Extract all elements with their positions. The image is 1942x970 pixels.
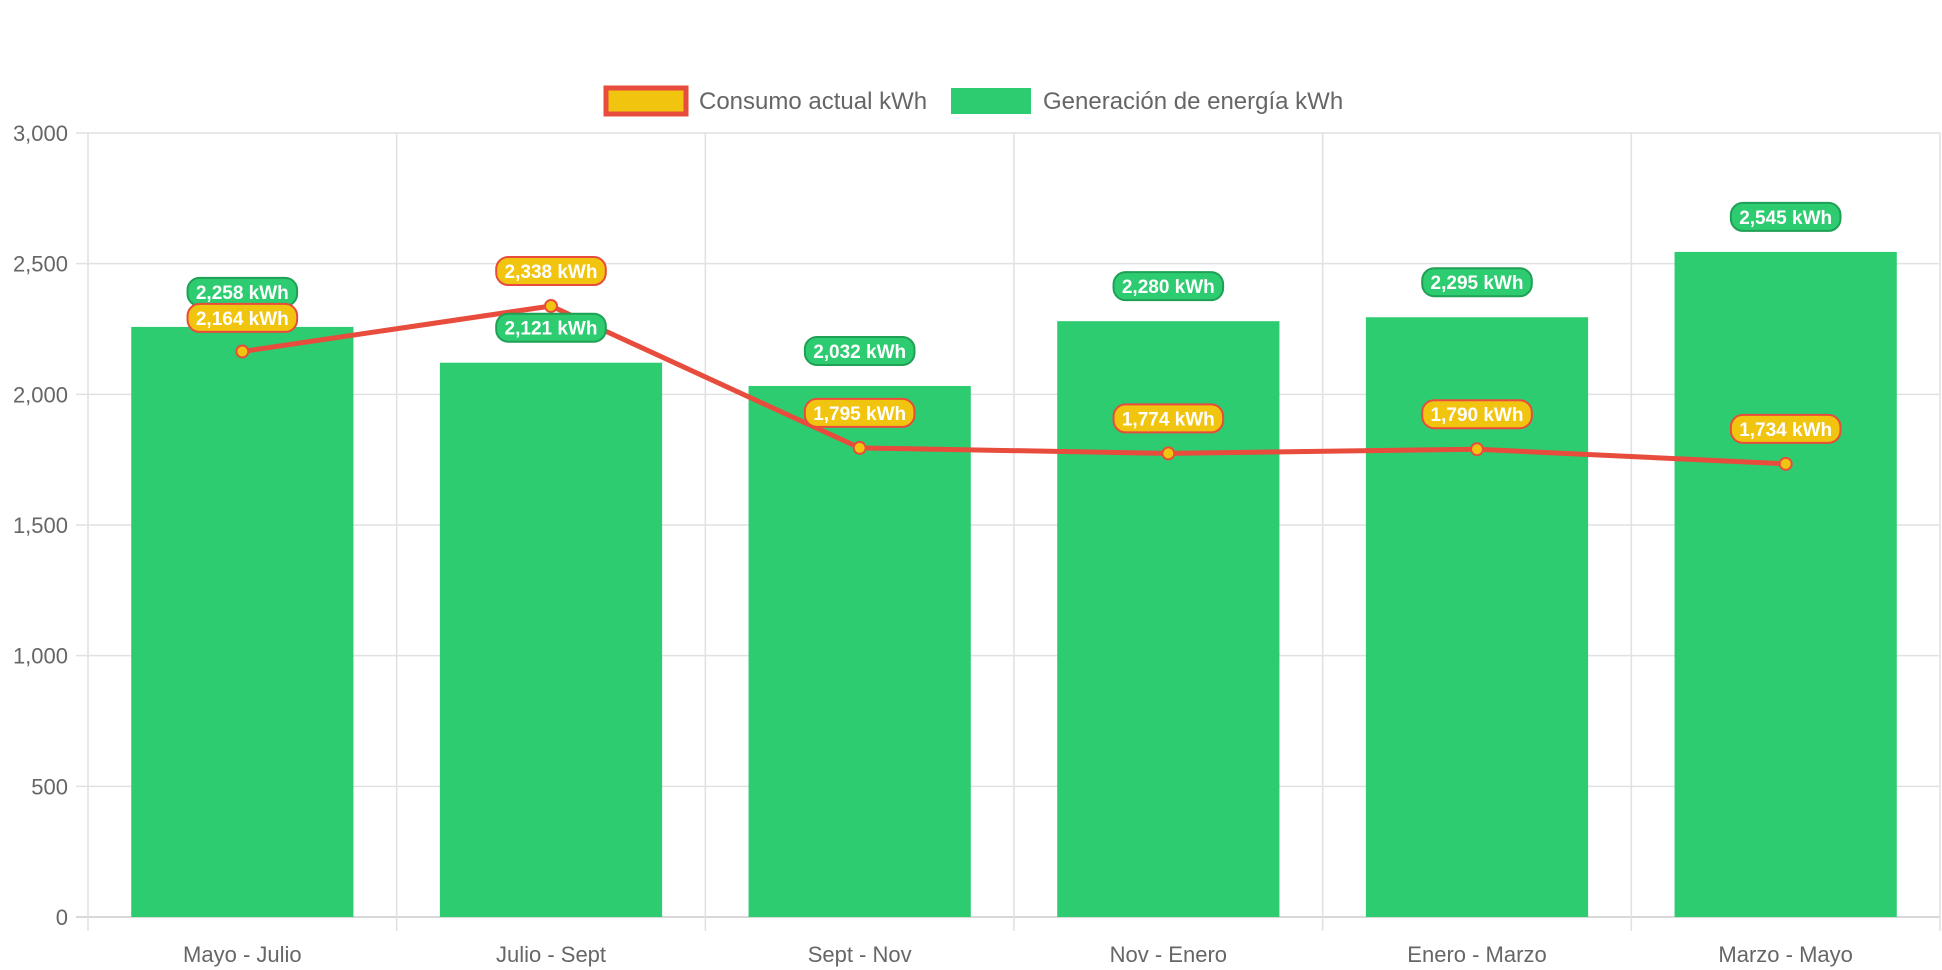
x-tick-label: Nov - Enero xyxy=(1110,942,1227,967)
x-tick-label: Mayo - Julio xyxy=(183,942,302,967)
axis-layer: 0 500 1,000 1,500 2,000 2,500 3,000 Mayo - Juli… xyxy=(13,121,1853,967)
y-tick-label: 3,000 xyxy=(13,121,68,146)
line-layer xyxy=(235,299,1793,471)
data-label-generacion-bg xyxy=(1421,267,1533,298)
data-label-consumo-text: 1,774 kWh xyxy=(1122,409,1215,430)
data-label-generacion-bg xyxy=(803,335,916,366)
line-consumo xyxy=(241,303,1786,467)
legend-label-consumo[interactable]: Consumo actual kWh xyxy=(699,88,927,115)
data-label-consumo-text: 1,790 kWh xyxy=(1431,405,1524,426)
bar-generacion[interactable] xyxy=(131,326,354,918)
data-label-generacion-text: 2,032 kWh xyxy=(813,342,906,363)
bar-layer xyxy=(131,251,1897,918)
data-label-consumo-bg xyxy=(495,256,607,287)
bar-generacion[interactable] xyxy=(748,385,971,917)
data-label-generacion-bg xyxy=(1112,271,1225,302)
data-label-generacion-text: 2,258 kWh xyxy=(196,283,289,304)
y-tick-label: 2,500 xyxy=(13,252,68,277)
x-tick-label: Sept - Nov xyxy=(808,942,912,967)
legend-label-generacion[interactable]: Generación de energía kWh xyxy=(1043,88,1343,115)
data-label-generacion: 2,545 kWh xyxy=(1729,201,1842,232)
point-consumo[interactable] xyxy=(235,344,250,359)
data-label-consumo: 1,790 kWh xyxy=(1421,399,1533,430)
data-label-consumo-bg xyxy=(1421,399,1533,430)
y-tick-label: 500 xyxy=(31,774,68,799)
legend: Consumo actual kWh Generación de energía… xyxy=(603,85,1343,117)
x-tick-label: Marzo - Mayo xyxy=(1718,942,1852,967)
y-tick-label: 1,500 xyxy=(13,513,68,538)
data-label-consumo-text: 2,338 kWh xyxy=(505,262,598,283)
data-label-consumo: 1,734 kWh xyxy=(1729,413,1842,444)
x-tick-label: Julio - Sept xyxy=(496,942,606,967)
bar-generacion[interactable] xyxy=(1674,251,1897,917)
data-label-consumo-bg xyxy=(803,397,916,428)
point-consumo[interactable] xyxy=(1161,446,1176,461)
data-label-consumo: 1,774 kWh xyxy=(1112,403,1225,434)
data-label-consumo-text: 2,164 kWh xyxy=(196,309,289,330)
grid-layer xyxy=(76,132,1941,931)
y-tick-label: 0 xyxy=(56,905,68,930)
legend-swatch-generacion[interactable] xyxy=(951,88,1031,114)
data-label-generacion: 2,258 kWh xyxy=(186,276,299,307)
data-label-generacion: 2,295 kWh xyxy=(1421,267,1533,298)
data-label-consumo: 1,795 kWh xyxy=(803,397,916,428)
x-tick-label: Enero - Marzo xyxy=(1407,942,1546,967)
point-consumo[interactable] xyxy=(1778,456,1793,471)
point-consumo[interactable] xyxy=(852,440,867,455)
data-label-generacion-text: 2,295 kWh xyxy=(1431,273,1524,294)
data-label-consumo-text: 1,734 kWh xyxy=(1739,420,1832,441)
point-consumo[interactable] xyxy=(544,299,558,314)
data-label-generacion-text: 2,545 kWh xyxy=(1739,208,1832,229)
bar-generacion[interactable] xyxy=(439,362,663,917)
y-tick-label: 2,000 xyxy=(13,382,68,407)
data-label-consumo: 2,338 kWh xyxy=(495,256,607,287)
data-label-generacion: 2,280 kWh xyxy=(1112,271,1225,302)
data-label-consumo-bg xyxy=(1729,413,1842,444)
data-label-layer: 2,258 kWh 2,164 kWh 2,121 kWh 2,338 kWh 2,03… xyxy=(186,201,1842,444)
y-tick-label: 1,000 xyxy=(13,644,68,669)
data-label-generacion-bg xyxy=(1729,201,1842,232)
data-label-consumo-bg xyxy=(1112,403,1225,434)
data-label-consumo: 2,164 kWh xyxy=(186,302,299,333)
data-label-generacion: 2,121 kWh xyxy=(495,312,607,343)
data-label-generacion-bg xyxy=(495,312,607,343)
legend-swatch-consumo[interactable] xyxy=(603,85,689,117)
data-label-generacion: 2,032 kWh xyxy=(803,335,916,366)
point-consumo[interactable] xyxy=(1470,442,1484,457)
data-label-generacion-text: 2,121 kWh xyxy=(505,319,598,340)
data-label-consumo-text: 1,795 kWh xyxy=(813,404,906,425)
data-label-generacion-text: 2,280 kWh xyxy=(1122,277,1215,298)
data-label-consumo-bg xyxy=(186,302,299,333)
